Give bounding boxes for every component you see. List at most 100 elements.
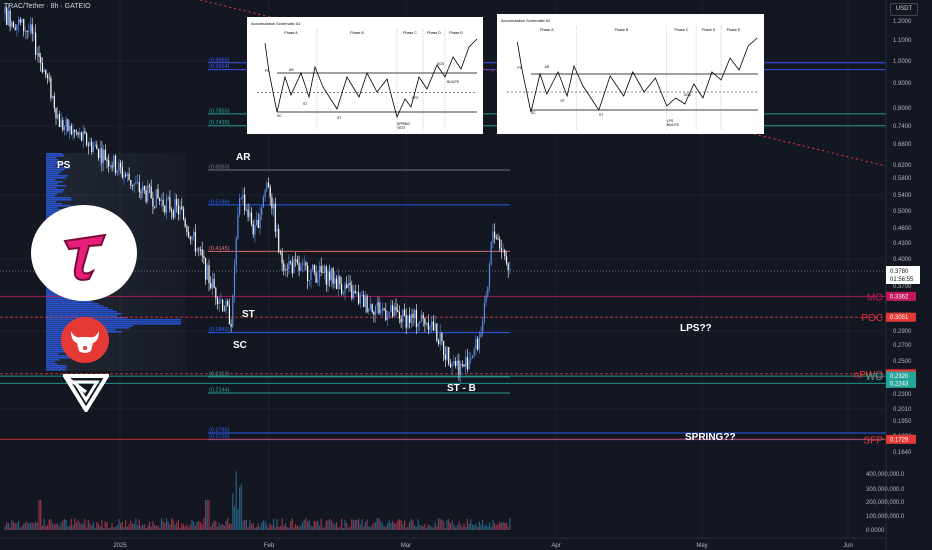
volume-bar	[386, 523, 389, 530]
volume-bar	[443, 521, 445, 530]
volume-bar	[356, 520, 358, 530]
inset-event-label: ST	[560, 99, 564, 103]
time-tick-label: May	[696, 543, 707, 549]
volume-bar	[23, 523, 25, 530]
profile-bar	[46, 153, 63, 155]
volume-bar	[21, 526, 23, 530]
candle-body	[283, 263, 285, 271]
currency-button[interactable]: USDT	[890, 3, 918, 16]
volume-bar	[487, 526, 489, 530]
candle-body	[320, 265, 322, 273]
candle-body	[402, 309, 404, 323]
candle-body	[237, 214, 239, 239]
candle-body	[405, 315, 407, 328]
inset-phase-label: Phase D	[702, 28, 716, 32]
profile-bar	[46, 299, 88, 301]
candle-body	[14, 27, 16, 30]
candle-body	[490, 242, 492, 265]
inset-event-label: SC	[531, 111, 536, 115]
candle-body	[281, 252, 283, 264]
candle-body	[228, 305, 230, 325]
candle-body	[454, 361, 457, 366]
profile-bar	[46, 305, 104, 307]
volume-tick-label: 200,000,000.0	[866, 500, 905, 506]
candle-body	[437, 340, 440, 345]
volume-bar	[245, 519, 247, 530]
inset-phase-label: Phase B	[350, 31, 364, 35]
candle-body	[478, 336, 480, 350]
candle-body	[380, 309, 382, 314]
inset-event-label: AR	[545, 65, 550, 69]
profile-bar	[46, 207, 58, 209]
volume-bar	[468, 523, 470, 530]
candle-body	[233, 265, 236, 296]
candle-body	[378, 302, 380, 314]
candle-body	[427, 322, 429, 330]
volume-bar	[38, 500, 40, 530]
volume-bar	[174, 524, 176, 530]
volume-bar	[36, 522, 38, 530]
volume-bar	[283, 525, 285, 530]
candle-body	[40, 56, 42, 63]
profile-bar	[46, 157, 57, 159]
price-tag-box	[886, 291, 916, 301]
candle-body	[303, 262, 305, 264]
volume-bar	[453, 524, 455, 530]
volume-bar	[262, 520, 264, 530]
candle-body	[244, 194, 246, 211]
candle-body	[247, 209, 249, 217]
profile-bar	[46, 365, 67, 367]
candle-body	[186, 226, 188, 232]
volume-bar	[137, 524, 139, 530]
inset-phase-label: Phase E	[449, 31, 463, 35]
candle-body	[390, 305, 392, 313]
candle-body	[371, 304, 373, 313]
candle-body	[505, 256, 508, 264]
candle-body	[84, 131, 86, 134]
candle-body	[288, 261, 290, 270]
volume-bar	[492, 520, 494, 530]
volume-bar	[499, 522, 501, 530]
volume-bar	[349, 526, 351, 530]
candle-body	[267, 182, 270, 187]
volume-bar	[138, 519, 140, 530]
volume-bar	[485, 524, 487, 530]
volume-bar	[371, 524, 373, 530]
price-tick-label: 0.6200	[893, 163, 912, 169]
candle-body	[444, 354, 446, 360]
candle-body	[55, 107, 57, 119]
profile-bar	[46, 161, 62, 163]
candle-body	[264, 190, 266, 198]
candle-body	[160, 200, 162, 201]
candle-body	[142, 186, 144, 193]
candle-body	[497, 238, 499, 240]
volume-bar	[196, 521, 198, 530]
candle-body	[325, 266, 327, 285]
candle-body	[38, 53, 40, 57]
candle-body	[199, 249, 202, 251]
volume-bar	[346, 523, 348, 530]
profile-bar	[46, 321, 181, 323]
candle-body	[131, 185, 134, 187]
volume-bar	[437, 518, 440, 530]
volume-bar	[269, 523, 271, 530]
inset-event-label: ST	[337, 116, 341, 120]
fib-label: (0.7435)	[209, 120, 230, 126]
profile-bar	[46, 301, 93, 303]
profile-bar	[46, 197, 71, 199]
candle-body	[261, 207, 263, 216]
profile-bar	[46, 193, 58, 195]
candle-body	[28, 31, 30, 32]
annotation-st-b: ST - B	[447, 383, 476, 394]
profile-bar	[46, 363, 57, 365]
candle-body	[46, 75, 49, 78]
fib-label: (0.1780)	[209, 428, 230, 434]
time-axis: 2025 Feb Mar Apr May Jun	[0, 537, 886, 549]
candle-body	[485, 295, 487, 303]
volume-bar	[369, 526, 372, 530]
profile-bar	[46, 359, 60, 361]
volume-bar	[176, 522, 178, 530]
volume-bar	[62, 520, 64, 530]
volume-bar	[181, 523, 183, 530]
candle-body	[256, 219, 258, 225]
